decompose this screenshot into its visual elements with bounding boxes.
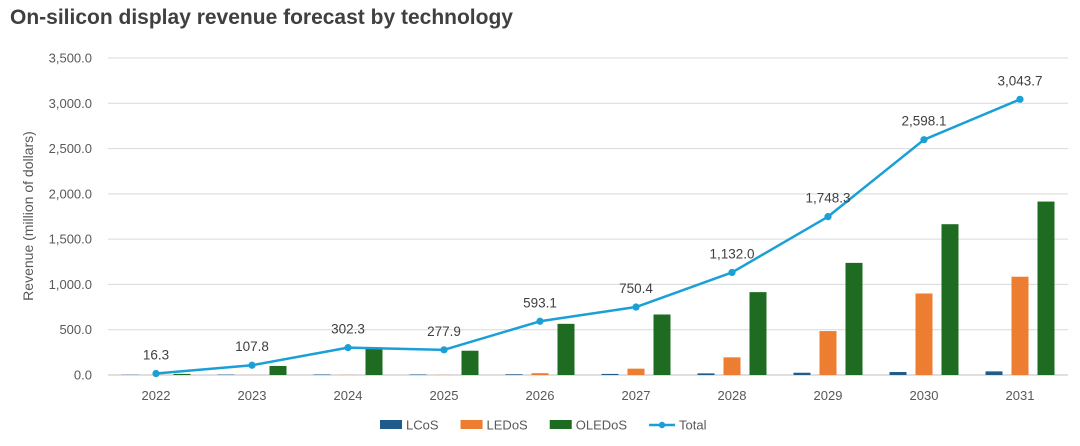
ledos-bar (1011, 276, 1029, 375)
y-axis-ticks: 0.0 500.0 1,000.0 1,500.0 2,000.0 2,500.0 3,00… (49, 51, 92, 383)
oledos-bar (653, 314, 671, 375)
total-point (344, 344, 352, 352)
ledos-bar (819, 331, 837, 375)
total-point (920, 136, 928, 144)
ledos-bar (723, 357, 741, 375)
lcos-bar (313, 374, 331, 375)
x-tick-label: 2028 (718, 388, 747, 403)
y-tick-label: 2,500.0 (49, 141, 92, 156)
total-data-label: 1,132.0 (709, 246, 754, 261)
gridlines (108, 57, 1068, 376)
total-data-label: 2,598.1 (901, 114, 946, 129)
total-point (536, 317, 544, 325)
lcos-bar (985, 371, 1003, 375)
total-point (728, 268, 736, 277)
total-point (152, 369, 160, 378)
y-tick-label: 2,000.0 (49, 186, 92, 201)
oledos-bar (557, 323, 575, 375)
y-tick-label: 1,000.0 (49, 277, 92, 292)
oledos-bar (269, 365, 287, 375)
x-tick-label: 2025 (430, 388, 459, 403)
total-data-label: 302.3 (331, 322, 365, 337)
x-tick-label: 2030 (910, 388, 939, 403)
legend-item-oledos: OLEDoS (549, 418, 628, 433)
total-point (824, 213, 832, 221)
ledos-bar (915, 293, 933, 375)
oledos-bar (173, 373, 191, 375)
data-labels: 16.3 107.8 302.3 277.9 593.1 750.4 1,132.0 1,74… (143, 73, 1043, 362)
x-tick-label: 2022 (142, 388, 171, 403)
y-tick-label: 0.0 (74, 368, 92, 383)
legend-label: OLEDoS (576, 418, 628, 433)
legend-swatch (460, 420, 483, 429)
legend-item-lcos: LCoS (380, 418, 439, 433)
oledos-bar (941, 224, 959, 375)
total-data-label: 593.1 (523, 295, 557, 310)
oledos-bar (365, 348, 383, 375)
x-tick-label: 2029 (814, 388, 843, 403)
y-tick-label: 500.0 (59, 322, 92, 337)
total-data-label: 16.3 (143, 348, 169, 363)
lcos-bar (601, 373, 619, 375)
lcos-bar (697, 373, 715, 375)
x-tick-label: 2023 (238, 388, 267, 403)
total-data-label: 750.4 (619, 281, 653, 296)
total-series-line (155, 98, 1021, 375)
lcos-bar (889, 372, 907, 375)
legend-marker (658, 421, 666, 429)
x-tick-label: 2031 (1006, 388, 1035, 403)
bars (121, 201, 1055, 375)
ledos-bar (627, 368, 645, 375)
oledos-bar (461, 350, 479, 375)
total-point (1016, 95, 1024, 103)
legend-label: Total (679, 418, 707, 433)
total-point (248, 361, 256, 369)
y-tick-label: 3,000.0 (49, 96, 92, 111)
x-tick-label: 2024 (334, 388, 363, 403)
y-tick-label: 1,500.0 (49, 232, 92, 247)
lcos-bar (793, 372, 811, 375)
x-axis-ticks: 2022 2023 2024 2025 2026 2027 2028 2029 2030 2031 (142, 388, 1035, 403)
total-point (632, 303, 640, 311)
total-line (152, 95, 1024, 378)
oledos-bar (1037, 201, 1055, 375)
total-data-label: 277.9 (427, 324, 461, 339)
lcos-bar (409, 374, 427, 375)
total-data-label: 107.8 (235, 339, 269, 354)
legend-label: LCoS (406, 418, 439, 433)
legend: LCoS LEDoS OLEDoS Total (380, 418, 707, 433)
legend-swatch (549, 420, 572, 429)
total-point (440, 346, 448, 354)
total-data-label: 3,043.7 (997, 73, 1042, 88)
legend-item-ledos: LEDoS (460, 418, 529, 433)
x-tick-label: 2026 (526, 388, 555, 403)
oledos-bar (749, 292, 767, 375)
y-axis-title: Revenue (million of dollars) (20, 131, 36, 301)
x-tick-label: 2027 (622, 388, 651, 403)
legend-item-total: Total (649, 418, 707, 433)
oledos-bar (845, 262, 863, 375)
total-data-label: 1,748.3 (805, 191, 850, 206)
y-tick-label: 3,500.0 (49, 51, 92, 66)
chart-title: On-silicon display revenue forecast by t… (10, 6, 513, 29)
ledos-bar (531, 373, 549, 375)
legend-swatch (380, 420, 402, 429)
legend-label: LEDoS (487, 418, 529, 433)
lcos-bar (505, 374, 523, 375)
